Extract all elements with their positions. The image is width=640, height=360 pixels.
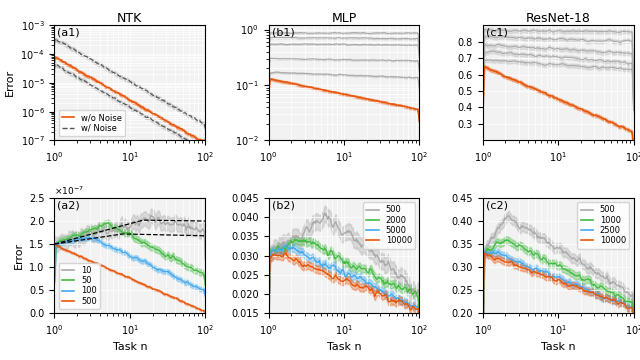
w/o Noise <box>60 60 68 64</box>
w/o Noise <box>51 55 59 59</box>
Text: (c1): (c1) <box>486 27 508 37</box>
w/o Noise <box>189 134 197 138</box>
w/o Noise <box>195 138 202 142</box>
X-axis label: Task n: Task n <box>113 342 147 352</box>
w/o Noise <box>51 60 58 64</box>
Text: (b1): (b1) <box>271 27 294 37</box>
Title: ResNet-18: ResNet-18 <box>525 12 591 25</box>
X-axis label: Task n: Task n <box>541 342 575 352</box>
Line: w/o Noise: w/o Noise <box>54 57 205 145</box>
Text: (a1): (a1) <box>58 27 80 37</box>
Text: (b2): (b2) <box>271 200 294 210</box>
Legend: 500, 2000, 5000, 10000: 500, 2000, 5000, 10000 <box>363 202 415 249</box>
Text: (c2): (c2) <box>486 200 508 210</box>
Legend: 10, 50, 100, 500: 10, 50, 100, 500 <box>59 262 100 309</box>
w/o Noise <box>202 143 209 147</box>
Legend: 500, 1000, 2500, 10000: 500, 1000, 2500, 10000 <box>577 202 629 249</box>
Y-axis label: Error: Error <box>13 242 24 269</box>
Title: NTK: NTK <box>117 12 143 25</box>
X-axis label: Task n: Task n <box>326 342 362 352</box>
w/o Noise <box>92 78 99 82</box>
w/o Noise <box>79 71 87 76</box>
Title: MLP: MLP <box>332 12 356 25</box>
Legend: w/o Noise, w/ Noise: w/o Noise, w/ Noise <box>59 110 125 136</box>
Y-axis label: Error: Error <box>5 69 15 96</box>
Text: (a2): (a2) <box>58 200 80 210</box>
Text: $\times10^{-7}$: $\times10^{-7}$ <box>54 184 84 197</box>
w/o Noise <box>58 58 65 62</box>
